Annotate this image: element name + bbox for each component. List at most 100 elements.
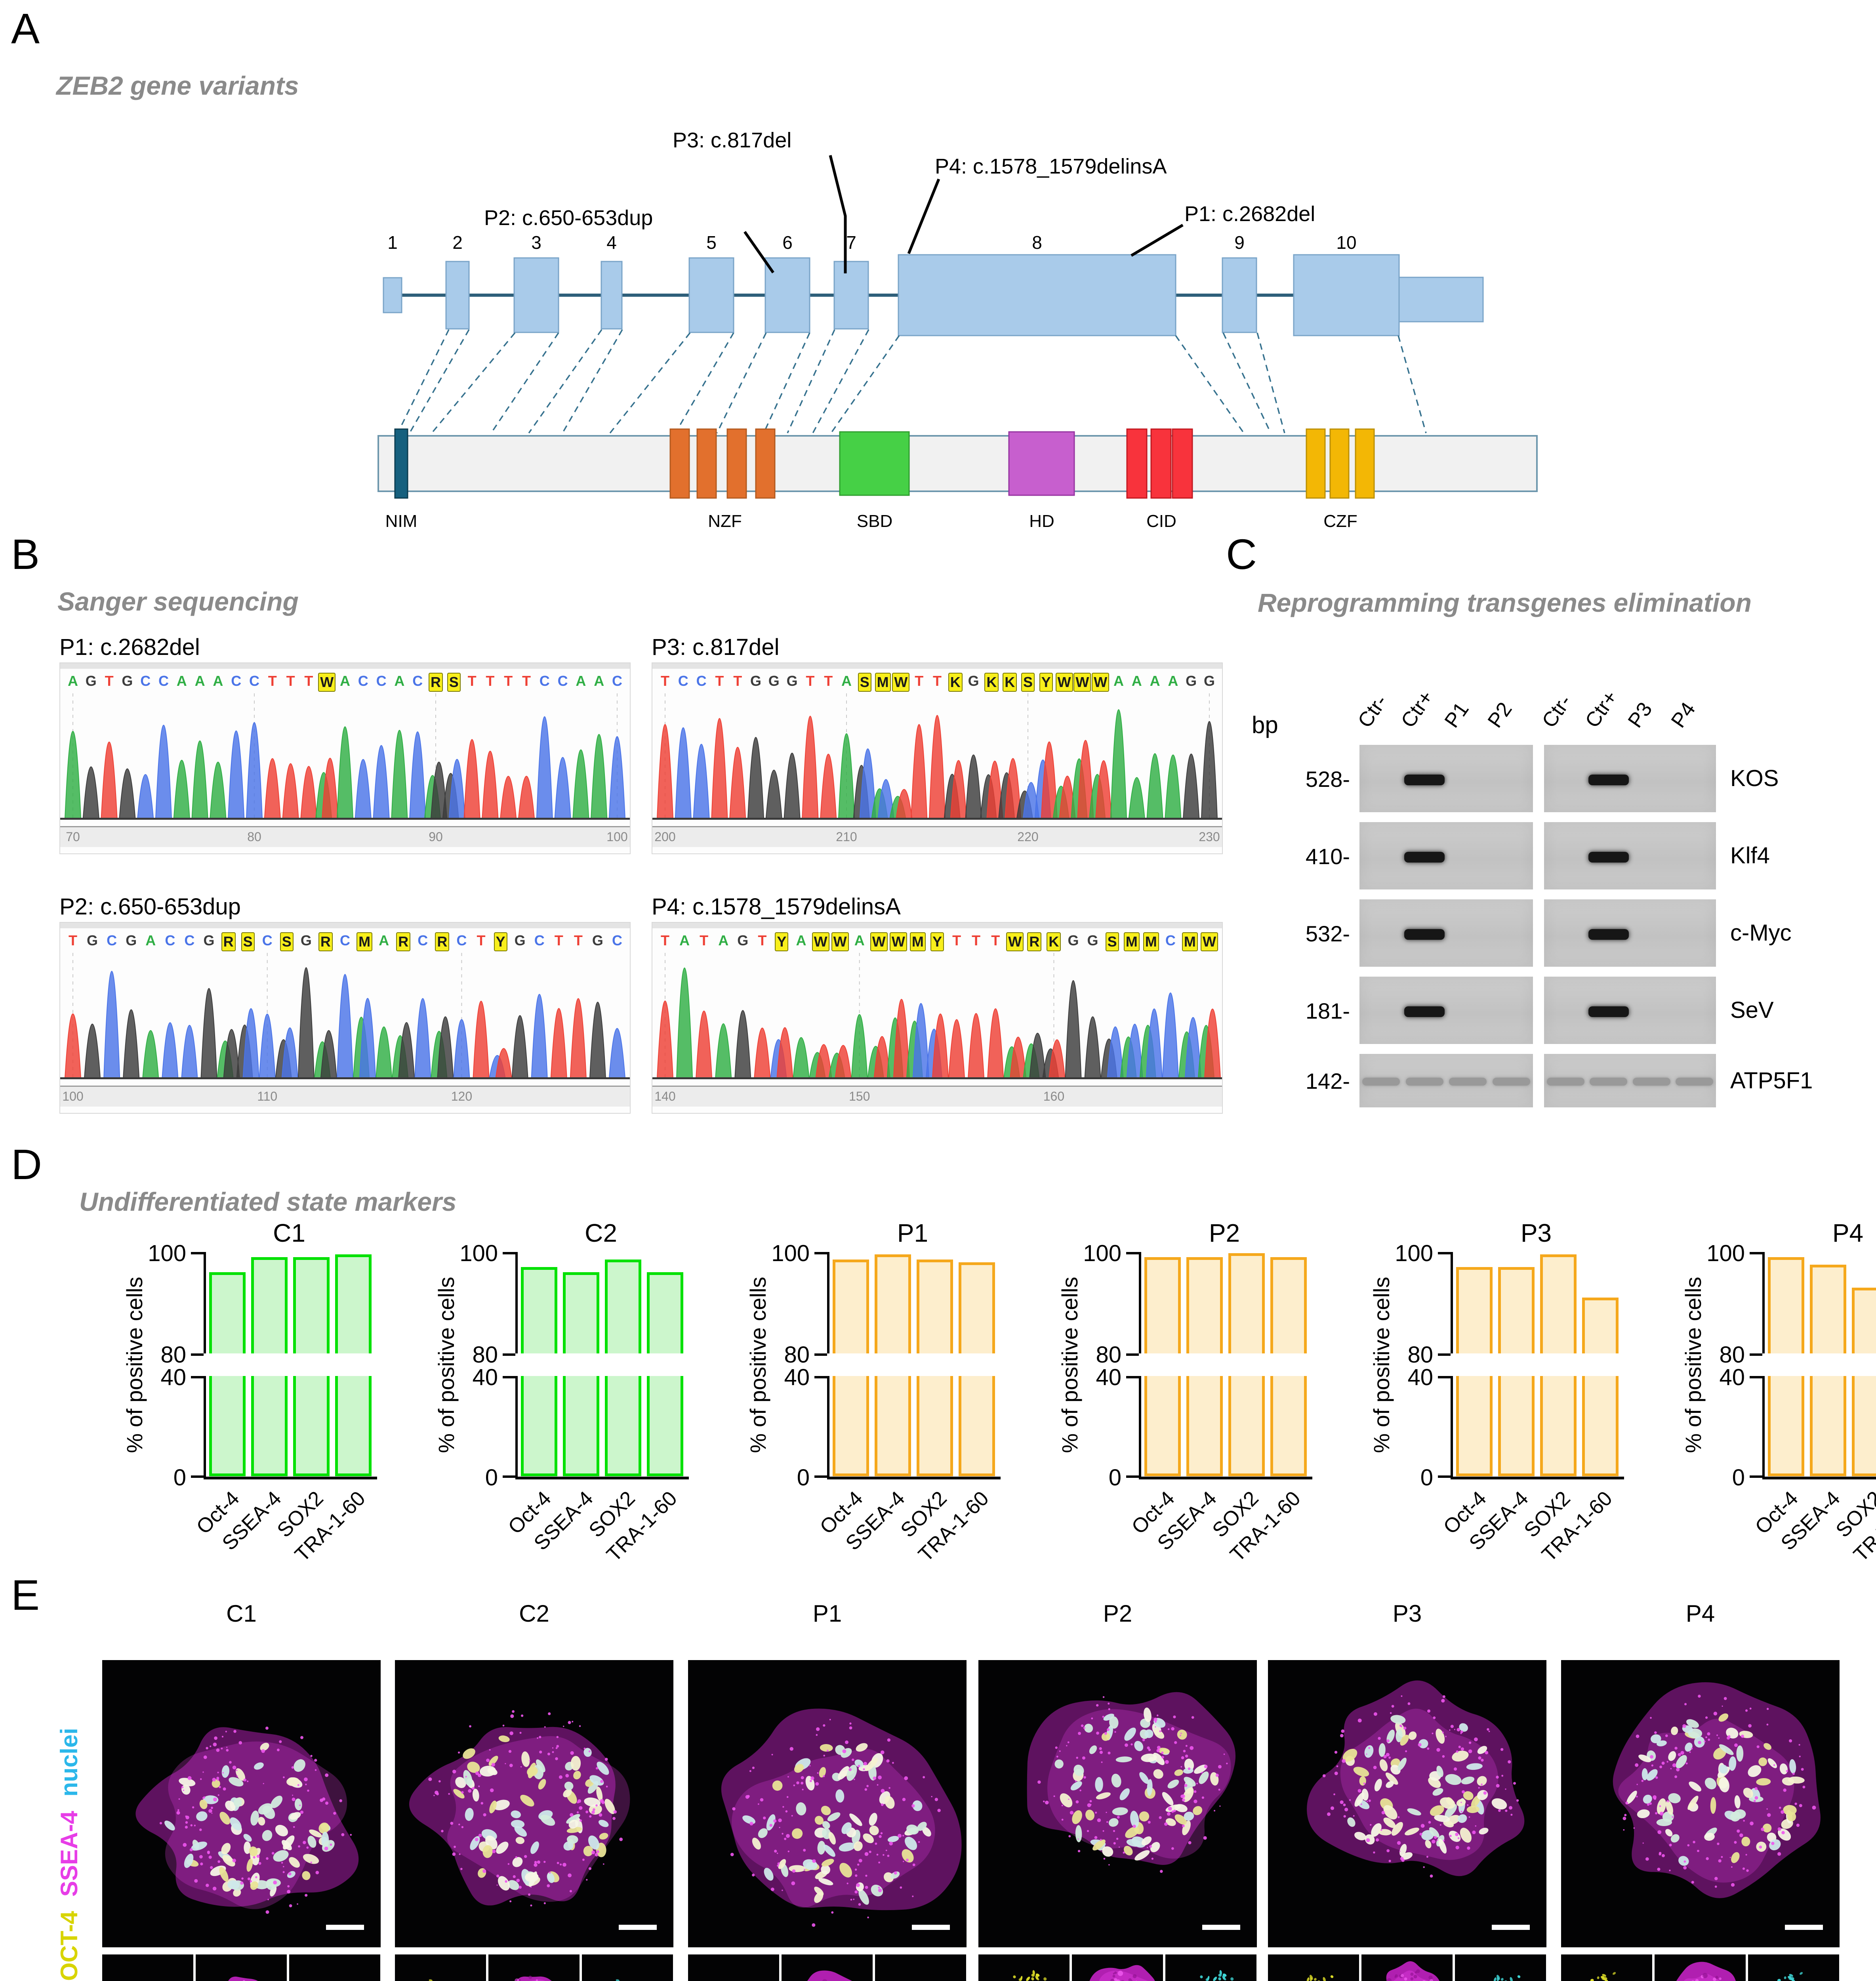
speckle: [1218, 1765, 1222, 1769]
image-background: [196, 1954, 287, 1981]
base-C: C: [612, 673, 622, 689]
cell-nucleus: [1374, 1779, 1382, 1792]
speckle: [1353, 1815, 1355, 1817]
speckle: [247, 1780, 249, 1783]
cell-nucleus: [906, 1825, 919, 1835]
peak-A: [210, 761, 227, 819]
cell-nucleus: [472, 1788, 479, 1802]
peak-C: [608, 736, 626, 819]
gel-KOS-2: [1544, 745, 1716, 812]
speckle: [515, 1856, 517, 1858]
speckle: [829, 1719, 831, 1721]
tick-0: [1126, 1475, 1139, 1478]
speckle: [889, 1842, 893, 1845]
base-T: T: [806, 673, 815, 689]
speckle: [539, 1750, 542, 1754]
speckle: [190, 1824, 193, 1826]
speckle: [202, 1771, 204, 1773]
peak-T: [473, 1000, 490, 1078]
speckle: [1363, 1783, 1365, 1785]
speckle: [771, 1754, 773, 1756]
speckle: [202, 1797, 204, 1799]
speckle: [505, 1880, 507, 1883]
cell-nucleus: [1075, 1825, 1082, 1842]
svg-text:9: 9: [1234, 232, 1245, 253]
speckle: [207, 1851, 210, 1854]
svg-text:HD: HD: [1029, 511, 1054, 531]
merged-image-P4-block1: [1561, 1660, 1840, 1947]
cell-nucleus: [303, 1854, 319, 1864]
colony-image-m: [1655, 1954, 1746, 1981]
speckle: [1386, 1753, 1390, 1757]
channel-c-P3: [1455, 1954, 1546, 1981]
base-W: W: [1092, 673, 1110, 692]
peak-T: [300, 766, 317, 819]
cell-oct4: [1613, 1972, 1616, 1975]
speckle: [489, 1749, 491, 1751]
membrane-outer: [228, 1976, 258, 1981]
trace-P3: P3: c.817del T C C T T G G G T T A S M W T T K G K K S Y W W W A A A…: [652, 634, 1223, 854]
base-A: A: [340, 673, 350, 689]
speckle: [1188, 1767, 1191, 1770]
base-A: A: [68, 673, 78, 689]
cell-nucleus: [839, 1842, 856, 1852]
speckle: [468, 1789, 472, 1793]
speckle: [865, 1886, 868, 1889]
gel-size-Klf4: 410-: [1305, 844, 1350, 869]
speckle: [428, 1777, 432, 1781]
tick-label-0: 0: [1108, 1465, 1121, 1491]
cell-nucleus: [1461, 1777, 1475, 1784]
base-C: C: [557, 673, 568, 689]
speckle: [1427, 1747, 1430, 1750]
cell-nucleus: [1095, 1777, 1103, 1792]
speckle: [1460, 1730, 1463, 1733]
speckle: [777, 1865, 779, 1867]
image-background: [102, 1954, 193, 1981]
speckle: [1341, 1729, 1345, 1733]
speckle: [857, 1863, 860, 1866]
speckle: [887, 1738, 891, 1742]
channel-y-C2: [395, 1954, 486, 1981]
trace-box-P2: T G C G A C C G R S C S G R C M A R C R C T Y G C T T G C 100 110 120: [59, 922, 631, 1114]
peak-W: [1204, 1008, 1221, 1078]
speckle: [1759, 1845, 1762, 1849]
cell-nuclei: [1200, 1975, 1203, 1979]
speckle: [1659, 1811, 1664, 1816]
cell-oct4: [1310, 1977, 1312, 1981]
speckle: [1737, 1829, 1740, 1833]
speckle: [1672, 1763, 1676, 1767]
membrane-texture: [1404, 1977, 1407, 1981]
base-C: C: [376, 673, 387, 689]
exon-3: [513, 257, 559, 333]
variant-labels: P2: c.650-653dup P3: c.817del P4: c.1578…: [484, 128, 1315, 230]
speckle: [1666, 1761, 1668, 1763]
speckle: [519, 1732, 522, 1734]
cell-nucleus: [849, 1813, 862, 1826]
cell-nucleus: [758, 1828, 768, 1838]
speckle: [1146, 1847, 1148, 1848]
speckle: [595, 1767, 599, 1770]
channel-y-P4: [1561, 1954, 1652, 1981]
peak-T: [711, 718, 728, 819]
channel-m-P3: [1361, 1954, 1453, 1981]
speckle: [1196, 1783, 1198, 1784]
cell-nucleus: [1141, 1754, 1157, 1762]
y-axis-upper: [515, 1252, 518, 1353]
cell-nucleus: [1347, 1817, 1356, 1827]
cell-nucleus: [527, 1766, 538, 1777]
lane-label-Ctr+: Ctr+: [1580, 686, 1622, 732]
speckle: [1716, 1734, 1718, 1736]
tick-label-80: 80: [1407, 1342, 1433, 1368]
base-G: G: [968, 673, 979, 689]
base-A: A: [145, 932, 156, 949]
pointer-p3: [829, 155, 847, 273]
membrane-texture: [1121, 1980, 1125, 1981]
speckle: [1106, 1821, 1108, 1823]
cell-nucleus: [1371, 1823, 1382, 1837]
cell-nucleus: [1779, 1763, 1788, 1775]
membrane-texture: [1113, 1972, 1115, 1975]
cell-nucleus: [563, 1788, 572, 1798]
speckle: [1642, 1842, 1644, 1844]
speckle: [238, 1741, 242, 1744]
base-W: W: [1055, 673, 1073, 692]
